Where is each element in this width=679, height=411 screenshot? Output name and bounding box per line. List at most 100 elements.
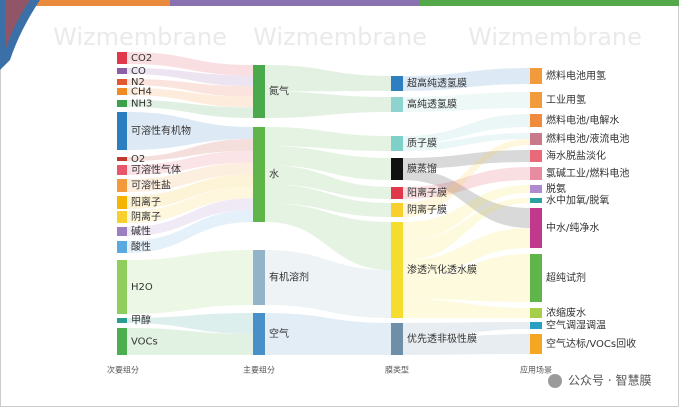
node (117, 88, 127, 95)
link (127, 150, 253, 175)
node-label: 空气达标/VOCs回收 (546, 337, 636, 350)
link (265, 127, 391, 151)
link (403, 169, 530, 228)
node-label: 空气调湿调温 (546, 319, 606, 332)
node (117, 260, 127, 314)
node-label: 水中加氧/脱氧 (546, 194, 609, 207)
node (253, 127, 265, 222)
node-label: 酸性 (131, 240, 151, 253)
node-label: 燃料电池用氢 (546, 69, 606, 82)
node (391, 97, 403, 112)
node (530, 133, 542, 145)
node-label: CH4 (131, 87, 152, 98)
node-label: 氮气 (269, 85, 289, 98)
link (403, 198, 530, 261)
node-label: N2 (131, 77, 145, 88)
node-label: 可溶性盐 (131, 179, 171, 192)
node-label: 阴离子膜 (407, 203, 447, 216)
node (253, 65, 265, 118)
link (265, 65, 391, 92)
node (530, 114, 542, 127)
column-title: 次要组分 (107, 365, 139, 375)
link (127, 162, 253, 192)
link (127, 313, 253, 334)
node-label: 燃料电池/液流电池 (546, 132, 629, 145)
node (391, 76, 403, 91)
link (403, 334, 530, 355)
link (127, 112, 253, 150)
node-label: 中水/纯净水 (546, 221, 599, 234)
node-label: 质子膜 (407, 138, 437, 150)
node-label: CO (131, 66, 146, 77)
node (117, 157, 127, 161)
node (391, 187, 403, 199)
wechat-icon (548, 374, 562, 388)
link (403, 68, 530, 91)
link (265, 146, 391, 180)
node (530, 185, 542, 193)
link (127, 174, 253, 209)
node (530, 150, 542, 162)
link (127, 52, 253, 76)
node (117, 52, 127, 64)
node-label: 脱氨 (546, 182, 566, 195)
node-label: 膜蒸馏 (407, 162, 437, 175)
node-label: 浓缩废水 (546, 306, 586, 319)
link (127, 198, 253, 236)
node (530, 254, 542, 302)
node-label: 碱性 (131, 225, 151, 238)
link (403, 185, 530, 242)
node (530, 334, 542, 354)
node-label: 可溶性有机物 (131, 124, 191, 137)
node-label: 阴离子 (131, 210, 161, 223)
node-label: O2 (131, 154, 145, 165)
node (391, 222, 403, 318)
node (253, 313, 265, 355)
watermark: Wizmembrane (468, 23, 642, 51)
link (403, 139, 530, 217)
link (265, 165, 391, 199)
watermarks: Wizmembrane Wizmembrane Wizmembrane (53, 23, 642, 51)
node (117, 100, 127, 107)
link (127, 250, 253, 314)
link (265, 91, 391, 118)
link (127, 68, 253, 87)
node (530, 208, 542, 248)
node (530, 167, 542, 180)
node-label: 超纯试剂 (546, 271, 586, 284)
node-label: 阳离子 (131, 196, 161, 209)
node (117, 165, 127, 175)
node-label: 燃料电池/电解水 (546, 114, 619, 127)
node (530, 92, 542, 108)
link (127, 138, 253, 161)
link (403, 254, 530, 302)
column-title: 膜类型 (385, 365, 409, 375)
node (117, 211, 127, 223)
node (117, 227, 127, 236)
link (127, 88, 253, 108)
node-label: 甲醇 (131, 314, 151, 327)
node (530, 198, 542, 203)
node (253, 250, 265, 305)
node-label: 超高纯透氢膜 (407, 77, 467, 90)
column-title: 应用场景 (520, 365, 552, 375)
node-label: 工业用氢 (546, 93, 586, 106)
node-label: 海水脱盐淡化 (546, 149, 606, 162)
node-label: 阳离子膜 (407, 186, 447, 199)
corner-image (6, 0, 30, 48)
link (127, 79, 253, 97)
node-label: 高纯透氢膜 (407, 98, 457, 111)
link (403, 322, 530, 339)
node (530, 322, 542, 329)
node-label: 渗透汽化透水膜 (407, 263, 477, 276)
node-label: NH3 (131, 99, 152, 110)
link (403, 228, 530, 280)
node (391, 323, 403, 355)
top-bar (170, 0, 420, 6)
node (117, 318, 127, 323)
node-label: 优先透非极性膜 (407, 332, 477, 345)
node (391, 136, 403, 151)
top-bar (20, 0, 170, 6)
